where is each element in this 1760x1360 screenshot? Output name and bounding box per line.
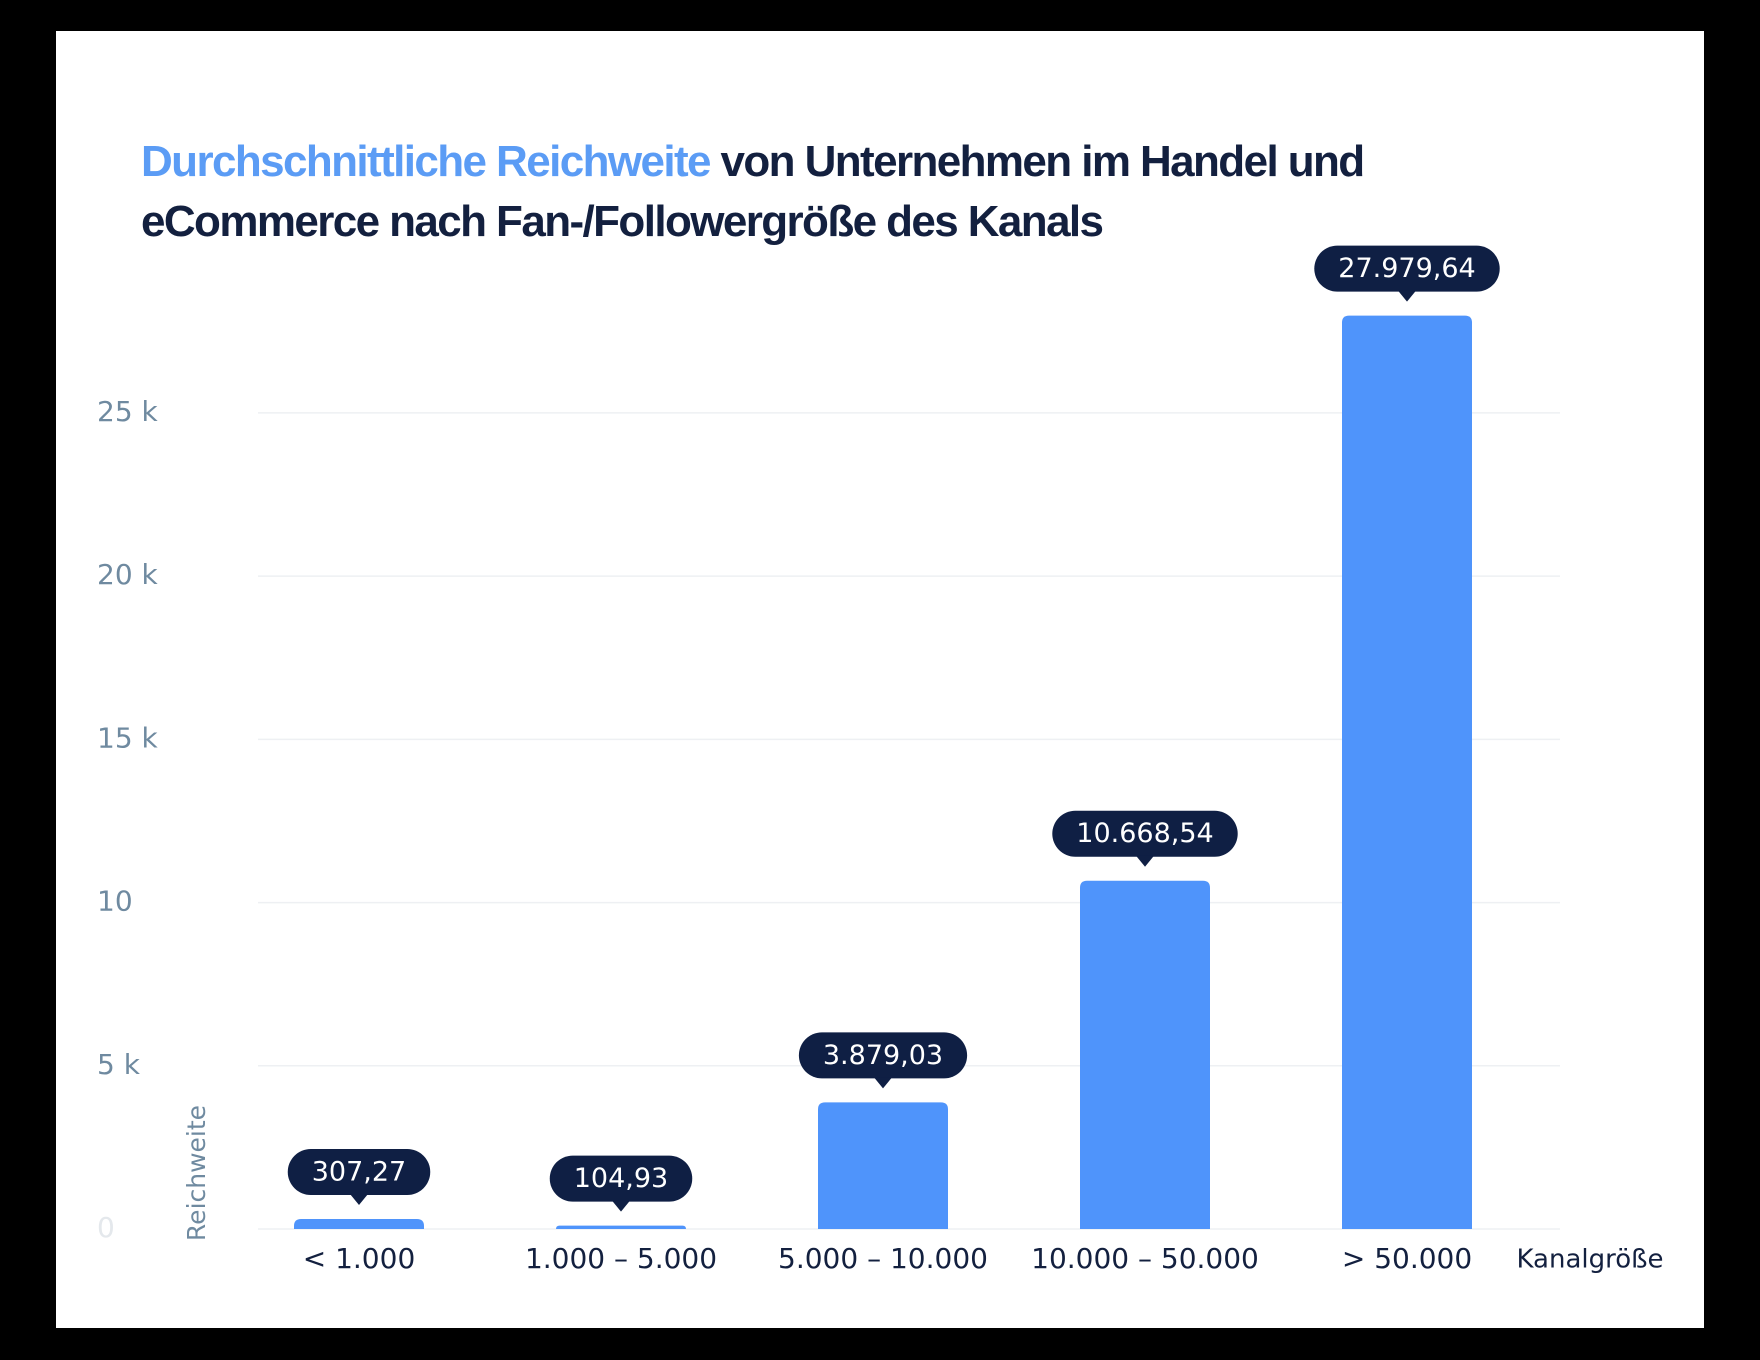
bar <box>1080 880 1210 1229</box>
x-tick-label: 5.000 – 10.000 <box>778 1242 988 1275</box>
chart-title: Durchschnittliche Reichweite von Unterne… <box>141 132 1481 252</box>
bubble <box>798 1032 968 1079</box>
x-tick-label: > 50.000 <box>1342 1242 1472 1275</box>
y-tick-label: 5 k <box>97 1048 141 1081</box>
bar <box>818 1102 948 1229</box>
bar <box>1342 315 1472 1229</box>
bubble-pointer <box>1136 855 1154 867</box>
title-highlight: Durchschnittliche Reichweite <box>141 137 712 186</box>
bubble-pointer <box>350 1193 368 1205</box>
bubble <box>549 1155 693 1202</box>
y-tick-label: 25 k <box>97 395 159 428</box>
y-tick-label: 20 k <box>97 558 159 591</box>
bubble-pointer <box>612 1200 630 1212</box>
x-tick-label: < 1.000 <box>303 1242 416 1275</box>
bar <box>294 1218 424 1229</box>
value-label: 10.668,54 <box>1076 818 1213 849</box>
x-tick-label: 1.000 – 5.000 <box>525 1242 717 1275</box>
bar <box>556 1225 686 1229</box>
value-label: 27.979,64 <box>1338 253 1475 284</box>
bubble <box>287 1148 431 1195</box>
bubble-pointer <box>874 1077 892 1089</box>
y-tick-label: 0 <box>97 1211 115 1244</box>
title-text: von Unternehmen im Handel und eCommerce … <box>141 137 1365 246</box>
y-tick-label: 15 k <box>97 721 159 754</box>
bubble <box>1314 245 1500 292</box>
value-label: 307,27 <box>312 1156 406 1187</box>
value-label: 3.879,03 <box>823 1040 943 1071</box>
y-tick-label: 10 <box>97 885 133 918</box>
value-label: 104,93 <box>574 1163 668 1194</box>
x-axis-label: Kanalgröße <box>1516 1245 1663 1275</box>
bubble <box>1052 810 1238 857</box>
x-tick-label: 10.000 – 50.000 <box>1031 1242 1259 1275</box>
y-axis-label: Reichweite <box>182 1105 211 1241</box>
bubble-pointer <box>1398 290 1416 302</box>
